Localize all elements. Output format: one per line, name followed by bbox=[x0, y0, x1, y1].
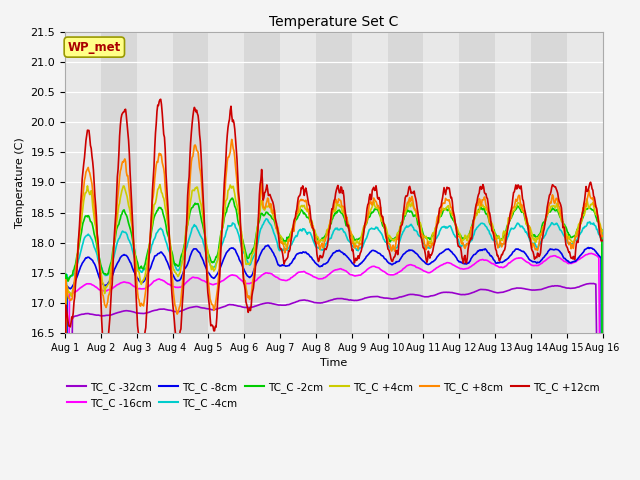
TC_C -16cm bbox=[588, 251, 595, 256]
TC_C -2cm bbox=[415, 224, 423, 229]
TC_C -8cm bbox=[400, 251, 408, 257]
Line: TC_C +8cm: TC_C +8cm bbox=[65, 139, 602, 480]
TC_C +8cm bbox=[71, 275, 79, 280]
TC_C +8cm bbox=[181, 254, 189, 260]
TC_C -4cm bbox=[181, 252, 189, 257]
TC_C -2cm bbox=[71, 264, 79, 269]
Bar bbox=[460, 32, 495, 333]
TC_C +12cm bbox=[71, 294, 79, 300]
TC_C +12cm bbox=[415, 223, 423, 229]
Bar bbox=[173, 32, 209, 333]
TC_C +8cm bbox=[126, 194, 134, 200]
TC_C +12cm bbox=[126, 169, 134, 175]
TC_C -32cm bbox=[415, 292, 422, 298]
TC_C -2cm bbox=[181, 240, 189, 246]
Line: TC_C -16cm: TC_C -16cm bbox=[65, 253, 602, 480]
TC_C +12cm bbox=[400, 208, 408, 214]
TC_C -4cm bbox=[71, 268, 79, 274]
TC_C -32cm bbox=[181, 307, 189, 312]
TC_C -16cm bbox=[71, 289, 79, 295]
TC_C -8cm bbox=[415, 254, 423, 260]
TC_C -32cm bbox=[209, 307, 217, 312]
Bar bbox=[65, 32, 101, 333]
TC_C +4cm bbox=[415, 222, 423, 228]
TC_C +8cm bbox=[415, 224, 423, 230]
Y-axis label: Temperature (C): Temperature (C) bbox=[15, 137, 25, 228]
TC_C +12cm bbox=[182, 244, 189, 250]
TC_C +4cm bbox=[598, 228, 606, 234]
TC_C -4cm bbox=[415, 233, 423, 239]
TC_C -32cm bbox=[589, 281, 597, 287]
Legend: TC_C -32cm, TC_C -16cm, TC_C -8cm, TC_C -4cm, TC_C -2cm, TC_C +4cm, TC_C +8cm, T: TC_C -32cm, TC_C -16cm, TC_C -8cm, TC_C … bbox=[63, 378, 604, 413]
Text: WP_met: WP_met bbox=[68, 41, 121, 54]
TC_C +4cm bbox=[156, 182, 164, 188]
TC_C -2cm bbox=[209, 259, 217, 265]
Bar bbox=[424, 32, 460, 333]
Title: Temperature Set C: Temperature Set C bbox=[269, 15, 399, 29]
Bar bbox=[209, 32, 244, 333]
TC_C +4cm bbox=[400, 210, 408, 216]
Bar bbox=[352, 32, 388, 333]
TC_C +8cm bbox=[209, 303, 217, 309]
TC_C -32cm bbox=[126, 308, 134, 314]
TC_C +4cm bbox=[71, 277, 79, 283]
TC_C -8cm bbox=[209, 275, 217, 281]
TC_C -4cm bbox=[209, 265, 217, 271]
Line: TC_C +12cm: TC_C +12cm bbox=[65, 99, 602, 480]
TC_C -32cm bbox=[71, 313, 79, 319]
Bar bbox=[566, 32, 602, 333]
TC_C +12cm bbox=[210, 328, 218, 334]
TC_C +8cm bbox=[400, 209, 408, 215]
TC_C -32cm bbox=[399, 294, 407, 300]
TC_C -2cm bbox=[126, 226, 134, 231]
TC_C -2cm bbox=[400, 217, 408, 223]
Line: TC_C -4cm: TC_C -4cm bbox=[65, 219, 602, 480]
TC_C -4cm bbox=[400, 228, 408, 234]
Bar bbox=[531, 32, 566, 333]
TC_C +4cm bbox=[210, 268, 218, 274]
TC_C -16cm bbox=[181, 281, 189, 287]
TC_C -16cm bbox=[209, 282, 217, 288]
TC_C +12cm bbox=[598, 238, 606, 243]
TC_C +8cm bbox=[228, 136, 236, 142]
X-axis label: Time: Time bbox=[320, 359, 348, 369]
Bar bbox=[280, 32, 316, 333]
Bar bbox=[388, 32, 424, 333]
Bar bbox=[137, 32, 173, 333]
Bar bbox=[244, 32, 280, 333]
Line: TC_C -8cm: TC_C -8cm bbox=[65, 245, 602, 480]
Line: TC_C -2cm: TC_C -2cm bbox=[65, 198, 602, 480]
TC_C -16cm bbox=[399, 266, 407, 272]
TC_C +4cm bbox=[126, 208, 134, 214]
Bar bbox=[101, 32, 137, 333]
TC_C +4cm bbox=[182, 232, 189, 238]
TC_C +8cm bbox=[598, 233, 606, 239]
TC_C -4cm bbox=[126, 240, 134, 246]
Line: TC_C +4cm: TC_C +4cm bbox=[65, 185, 602, 480]
TC_C -2cm bbox=[228, 195, 236, 201]
TC_C -16cm bbox=[415, 265, 422, 271]
Bar bbox=[316, 32, 352, 333]
TC_C -8cm bbox=[71, 279, 79, 285]
TC_C -8cm bbox=[264, 242, 271, 248]
TC_C -4cm bbox=[262, 216, 270, 222]
TC_C -8cm bbox=[181, 265, 189, 271]
TC_C -8cm bbox=[126, 259, 134, 265]
Line: TC_C -32cm: TC_C -32cm bbox=[65, 284, 602, 480]
Bar bbox=[495, 32, 531, 333]
TC_C -16cm bbox=[126, 280, 134, 286]
TC_C +12cm bbox=[157, 96, 164, 102]
